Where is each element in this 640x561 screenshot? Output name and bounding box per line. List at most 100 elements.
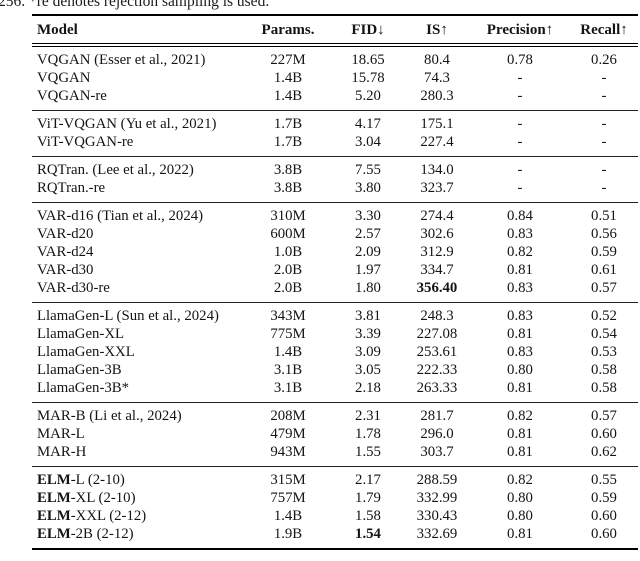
cell-params: 2.0B (273, 262, 303, 278)
cell-precision: 0.81 (507, 526, 533, 542)
model-name: ViT-VQGAN (Yu et al., 2021) (37, 116, 217, 132)
cell-params: 315M (270, 472, 306, 488)
cell-is: 332.99 (416, 490, 458, 506)
cell-params: 1.0B (273, 244, 303, 260)
cell-recall: 0.58 (591, 380, 617, 396)
cell-params: 1.4B (273, 508, 303, 524)
cell-fid: 3.09 (355, 344, 381, 360)
cell-fid: 3.80 (355, 180, 381, 196)
results-table: Model Params. FID↓ IS↑ Precision↑ Recall↑ VQG… (32, 14, 638, 550)
column-header-params: Params. (244, 15, 332, 47)
model-name: ViT-VQGAN-re (37, 134, 134, 150)
table-section-5: MAR-B (Li et al., 2024) 208M 2.31 281.7 0.82… (32, 402, 638, 467)
cell-fid: 2.57 (355, 226, 381, 242)
cell-recall: - (601, 116, 607, 132)
cell-precision: 0.81 (507, 326, 533, 342)
cell-model: VQGAN (32, 69, 244, 87)
cell-is: 288.59 (416, 472, 458, 488)
cell-recall: 0.59 (591, 244, 617, 260)
cell-fid: 4.17 (355, 116, 381, 132)
cell-fid: 3.30 (355, 208, 381, 224)
table-row: LlamaGen-3B* 3.1B 2.18 263.33 0.81 0.58 (32, 379, 638, 403)
table-row: MAR-L 479M 1.78 296.0 0.81 0.60 (32, 425, 638, 443)
cell-recall: 0.54 (591, 326, 617, 342)
cell-fid: 1.58 (355, 508, 381, 524)
table-row: VQGAN-re 1.4B 5.20 280.3 - - (32, 87, 638, 111)
cell-params: 1.9B (273, 526, 303, 542)
column-header-model: Model (32, 15, 244, 47)
cell-precision: 0.78 (507, 52, 533, 68)
cell-precision: 0.83 (507, 226, 533, 242)
cell-precision: 0.82 (507, 408, 533, 424)
table-row: VQGAN (Esser et al., 2021) 227M 18.65 80.4 0… (32, 45, 638, 69)
cell-model: LlamaGen-L (Sun et al., 2024) (32, 303, 244, 326)
cell-recall: 0.52 (591, 308, 617, 324)
cell-model: VQGAN (Esser et al., 2021) (32, 45, 244, 69)
model-name-bold-part: ELM (37, 508, 71, 524)
cell-params: 1.4B (273, 344, 303, 360)
cell-model: ELM-2B (2-12) (32, 525, 244, 549)
caption-text: 256. *re denotes rejection sampling is u… (0, 0, 270, 10)
cell-params: 1.4B (273, 70, 303, 86)
cell-recall: 0.61 (591, 262, 617, 278)
model-name: VQGAN (37, 70, 91, 86)
cell-recall: 0.60 (591, 526, 617, 542)
cell-fid: 3.81 (355, 308, 381, 324)
cell-params: 310M (270, 208, 306, 224)
cell-params: 775M (270, 326, 306, 342)
cell-model: LlamaGen-3B (32, 361, 244, 379)
table-row: ELM-2B (2-12) 1.9B 1.54 332.69 0.81 0.60 (32, 525, 638, 549)
cell-fid: 2.18 (355, 380, 381, 396)
model-name: VAR-d30-re (37, 280, 110, 296)
cell-precision: 0.83 (507, 308, 533, 324)
cell-recall: 0.60 (591, 426, 617, 442)
cell-precision: 0.81 (507, 426, 533, 442)
cell-model: MAR-H (32, 443, 244, 467)
cell-is: 332.69 (416, 526, 458, 542)
cell-params: 3.1B (273, 362, 303, 378)
table-row: LlamaGen-XL 775M 3.39 227.08 0.81 0.54 (32, 325, 638, 343)
cell-recall: 0.58 (591, 362, 617, 378)
cell-model: RQTran. (Lee et al., 2022) (32, 157, 244, 180)
cell-model: VAR-d30-re (32, 279, 244, 303)
model-name: -XL (2-10) (70, 490, 136, 506)
table-section-4: LlamaGen-L (Sun et al., 2024) 343M 3.81 248… (32, 302, 638, 403)
cell-precision: 0.83 (507, 280, 533, 296)
cell-fid: 1.80 (355, 280, 381, 296)
table-row: ELM-XXL (2-12) 1.4B 1.58 330.43 0.80 0.60 (32, 507, 638, 525)
table-row: ViT-VQGAN-re 1.7B 3.04 227.4 - - (32, 133, 638, 157)
model-name: -XXL (2-12) (70, 508, 147, 524)
table-row: ELM-L (2-10) 315M 2.17 288.59 0.82 0.55 (32, 467, 638, 490)
cell-is: 227.08 (416, 326, 458, 342)
cell-model: MAR-B (Li et al., 2024) (32, 403, 244, 426)
table-row: ELM-XL (2-10) 757M 1.79 332.99 0.80 0.59 (32, 489, 638, 507)
cell-params: 600M (270, 226, 306, 242)
cell-precision: - (517, 162, 523, 178)
cell-is: 281.7 (420, 408, 454, 424)
header-row: Model Params. FID↓ IS↑ Precision↑ Recall↑ (32, 15, 638, 47)
cell-is: 356.40 (416, 280, 458, 296)
cell-model: ViT-VQGAN (Yu et al., 2021) (32, 111, 244, 134)
cell-is: 280.3 (420, 88, 454, 104)
model-name: MAR-B (Li et al., 2024) (37, 408, 182, 424)
model-name: LlamaGen-3B* (37, 380, 130, 396)
model-name: VQGAN-re (37, 88, 107, 104)
cell-fid: 2.09 (355, 244, 381, 260)
cell-precision: 0.84 (507, 208, 533, 224)
model-name: LlamaGen-XXL (37, 344, 135, 360)
model-name: -L (2-10) (70, 472, 125, 488)
model-name: MAR-H (37, 444, 87, 460)
cell-precision: 0.81 (507, 262, 533, 278)
table-row: LlamaGen-XXL 1.4B 3.09 253.61 0.83 0.53 (32, 343, 638, 361)
table-row: VAR-d30 2.0B 1.97 334.7 0.81 0.61 (32, 261, 638, 279)
table-section-6: ELM-L (2-10) 315M 2.17 288.59 0.82 0.55 ELM-XL… (32, 466, 638, 550)
cell-model: ELM-XL (2-10) (32, 489, 244, 507)
cell-fid: 1.55 (355, 444, 381, 460)
model-name: LlamaGen-3B (37, 362, 122, 378)
table-row: LlamaGen-L (Sun et al., 2024) 343M 3.81 248… (32, 303, 638, 326)
cell-precision: 0.82 (507, 472, 533, 488)
table-row: RQTran.-re 3.8B 3.80 323.7 - - (32, 179, 638, 203)
cell-model: LlamaGen-3B* (32, 379, 244, 403)
model-name-bold-part: ELM (37, 472, 71, 488)
cell-precision: 0.80 (507, 490, 533, 506)
